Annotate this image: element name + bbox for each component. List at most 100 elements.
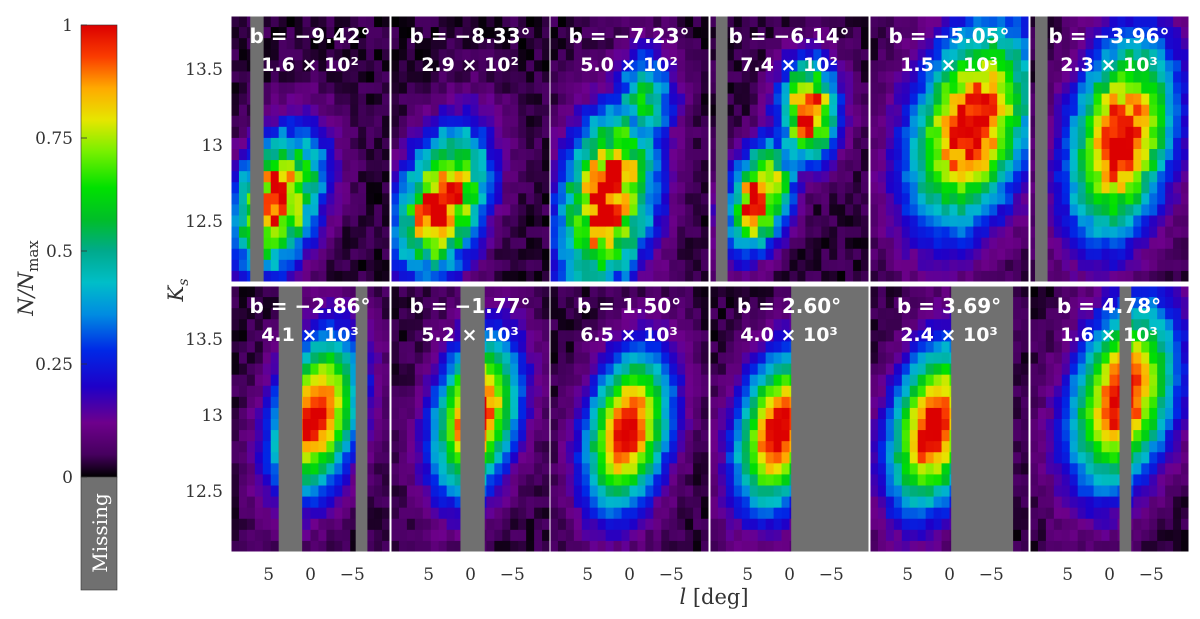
- panel-latitude-label: b = −2.86°: [249, 294, 370, 318]
- heatmap-cell: [725, 496, 735, 509]
- heatmap-cell: [669, 330, 678, 342]
- heatmap-cell: [605, 27, 614, 39]
- missing-data-band: [460, 286, 485, 552]
- heatmap-cell: [717, 474, 727, 486]
- heatmap-cell: [941, 237, 950, 250]
- heatmap-cell: [1045, 60, 1055, 72]
- heatmap-cell: [717, 518, 727, 531]
- heatmap-cell: [446, 71, 455, 83]
- heatmap-cell: [901, 540, 911, 553]
- heatmap-cell: [1021, 193, 1030, 205]
- heatmap-cell: [941, 115, 950, 128]
- heatmap-cell: [717, 297, 727, 309]
- heatmap-cell: [749, 374, 759, 387]
- heatmap-cell: [302, 171, 311, 183]
- heatmap-cell: [573, 149, 583, 161]
- heatmap-cell: [645, 49, 654, 61]
- heatmap-cell: [925, 104, 934, 117]
- heatmap-cell: [637, 226, 646, 239]
- heatmap-cell: [398, 529, 408, 542]
- heatmap-cell: [710, 441, 719, 453]
- heatmap-cell: [326, 60, 335, 72]
- heatmap-cell: [653, 286, 662, 298]
- heatmap-cell: [430, 82, 440, 94]
- heatmap-cell: [438, 308, 448, 320]
- heatmap-cell: [693, 237, 702, 250]
- heatmap-cell: [374, 407, 383, 420]
- heatmap-cell: [741, 104, 751, 117]
- heatmap-cell: [1030, 27, 1039, 39]
- heatmap-cell: [1101, 193, 1110, 205]
- heatmap-cell: [885, 82, 895, 94]
- heatmap-cell: [366, 529, 375, 542]
- heatmap-cell: [661, 93, 670, 106]
- heatmap-cell: [478, 16, 487, 28]
- heatmap-cell: [1021, 160, 1030, 172]
- heatmap-cell: [1165, 248, 1174, 261]
- heatmap-cell: [741, 496, 751, 509]
- heatmap-cell: [885, 215, 895, 227]
- heatmap-cell: [334, 193, 343, 205]
- heatmap-cell: [981, 126, 990, 139]
- heatmap-cell: [861, 16, 870, 28]
- heatmap-cell: [342, 286, 351, 298]
- heatmap-cell: [581, 452, 591, 464]
- heatmap-cell: [518, 104, 527, 117]
- heatmap-cell: [342, 126, 351, 139]
- panel-count-label: 2.9 × 10²: [421, 54, 519, 76]
- heatmap-cell: [685, 419, 694, 431]
- panel-latitude-label: b = −6.14°: [728, 24, 849, 48]
- heatmap-cell: [870, 115, 879, 128]
- heatmap-cell: [518, 171, 527, 183]
- heatmap-cell: [877, 126, 887, 139]
- heatmap-cell: [391, 286, 400, 298]
- heatmap-cell: [629, 182, 638, 194]
- heatmap-cell: [342, 204, 351, 216]
- heatmap-cell: [294, 215, 303, 227]
- heatmap-cell: [486, 193, 495, 205]
- heatmap-cell: [669, 160, 678, 172]
- heatmap-cell: [1133, 16, 1142, 28]
- heatmap-cell: [957, 104, 966, 117]
- heatmap-cell: [550, 485, 559, 497]
- heatmap-cell: [677, 115, 686, 128]
- heatmap-cell: [573, 82, 583, 94]
- heatmap-cell: [717, 385, 727, 398]
- heatmap-cell: [238, 149, 248, 161]
- heatmap-cell: [270, 430, 280, 442]
- heatmap-cell: [1085, 93, 1094, 106]
- heatmap-cell: [701, 363, 710, 376]
- heatmap-cell: [781, 204, 790, 216]
- heatmap-cell: [478, 149, 487, 161]
- heatmap-cell: [446, 352, 455, 364]
- heatmap-cell: [454, 441, 463, 453]
- heatmap-cell: [733, 193, 743, 205]
- heatmap-cell: [270, 419, 280, 431]
- heatmap-cell: [366, 308, 375, 320]
- heatmap-cell: [677, 485, 686, 497]
- heatmap-cell: [382, 374, 391, 387]
- heatmap-cell: [270, 171, 280, 183]
- heatmap-cell: [310, 82, 319, 94]
- heatmap-cell: [693, 374, 702, 387]
- heatmap-cell: [326, 137, 335, 150]
- heatmap-cell: [757, 104, 767, 117]
- heatmap-cell: [725, 419, 735, 431]
- heatmap-cell: [877, 540, 887, 553]
- heatmap-cell: [238, 419, 248, 431]
- heatmap-cell: [430, 385, 440, 398]
- heatmap-cell: [510, 407, 519, 420]
- heatmap-cell: [1069, 60, 1079, 72]
- heatmap-cell: [605, 529, 614, 542]
- heatmap-cell: [1061, 115, 1071, 128]
- heatmap-cell: [653, 352, 662, 364]
- heatmap-cell: [262, 441, 272, 453]
- heatmap-cell: [486, 385, 495, 398]
- heatmap-cell: [781, 330, 790, 342]
- heatmap-cell: [773, 529, 782, 542]
- heatmap-cell: [414, 137, 424, 150]
- heatmap-cell: [661, 270, 670, 283]
- heatmap-cell: [414, 38, 424, 50]
- heatmap-cell: [589, 137, 599, 150]
- heatmap-cell: [701, 226, 710, 239]
